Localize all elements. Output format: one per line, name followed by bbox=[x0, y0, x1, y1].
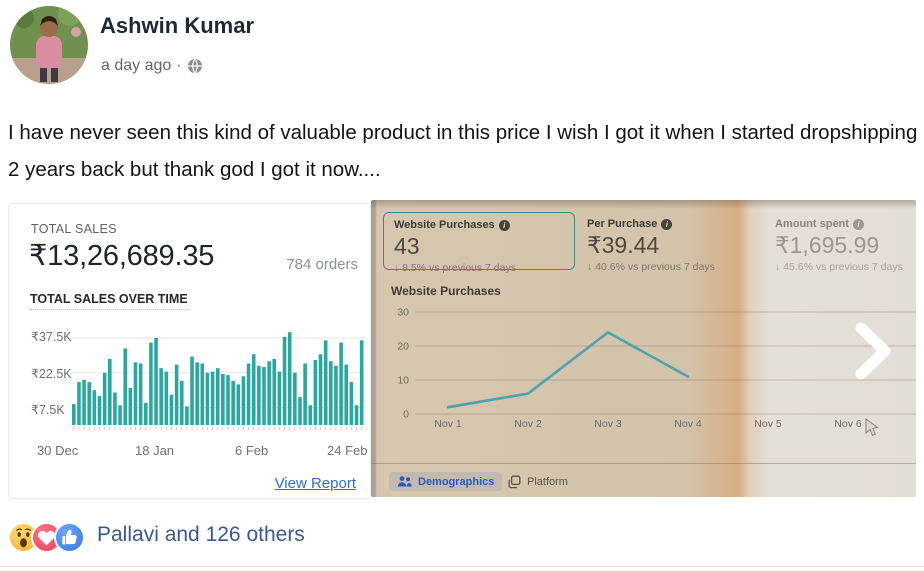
photo-edge-shade bbox=[371, 200, 916, 209]
post-time: a day ago bbox=[101, 57, 172, 74]
svg-text:30: 30 bbox=[397, 307, 409, 319]
total-sales-label: TOTAL SALES bbox=[31, 222, 117, 236]
svg-text:10: 10 bbox=[397, 375, 409, 387]
info-icon: i bbox=[498, 219, 510, 231]
metric-delta: ↓ 8.5% vs previous 7 days bbox=[394, 262, 516, 274]
metric-delta: ↓ 40.6% vs previous 7 days bbox=[587, 261, 715, 273]
tab-platform[interactable]: Platform bbox=[499, 472, 576, 492]
metric-value: ₹1,695.99 bbox=[775, 232, 880, 258]
total-sales-value: ₹13,26,689.35 bbox=[29, 240, 215, 272]
metric-card-amount-spent[interactable]: Amount spent i ₹1,695.99 ↓ 45.6% vs previ… bbox=[775, 218, 916, 273]
svg-text:Nov 6: Nov 6 bbox=[834, 418, 862, 430]
metric-card-per-purchase[interactable]: Per Purchase i ₹39.44 ↓ 40.6% vs previous… bbox=[587, 218, 767, 273]
svg-text:Nov 4: Nov 4 bbox=[674, 418, 702, 430]
bar-x-tick-6feb: 6 Feb bbox=[235, 443, 269, 458]
svg-text:Nov 3: Nov 3 bbox=[594, 418, 622, 430]
metric-title: Amount spent bbox=[775, 218, 849, 230]
tab-label: Demographics bbox=[418, 475, 495, 488]
ads-dashboard-photo: Website Purchases i 43 ↓ 8.5% vs previous… bbox=[371, 200, 916, 497]
tab-label: Platform bbox=[527, 476, 568, 488]
reactions-summary[interactable]: Pallavi and 126 others bbox=[97, 523, 305, 546]
sales-chart-title: TOTAL SALES OVER TIME bbox=[30, 292, 188, 310]
globe-icon bbox=[187, 58, 202, 74]
svg-text:Nov 5: Nov 5 bbox=[754, 418, 782, 430]
post-meta: a day ago · bbox=[101, 57, 203, 75]
info-icon: i bbox=[661, 218, 673, 230]
post-media: TOTAL SALES ₹13,26,689.35 784 orders TOT… bbox=[8, 200, 916, 499]
metric-delta: ↓ 45.6% vs previous 7 days bbox=[775, 261, 903, 273]
total-sales-bar-chart bbox=[71, 332, 365, 430]
avatar-photo bbox=[10, 6, 88, 84]
metric-title: Per Purchase bbox=[587, 218, 658, 230]
svg-text:0: 0 bbox=[403, 409, 409, 421]
avatar[interactable] bbox=[10, 6, 88, 84]
metric-title: Website Purchases bbox=[394, 219, 495, 231]
info-icon: i bbox=[852, 218, 864, 230]
website-purchases-line-chart: 30 20 10 0 Nov 1 Nov 2 Nov 3 Nov 4 Nov 5 Nov 6 bbox=[397, 307, 916, 430]
metric-card-website-purchases[interactable]: Website Purchases i 43 ↓ 8.5% vs previous… bbox=[383, 212, 575, 274]
next-arrow-icon[interactable] bbox=[852, 321, 894, 381]
metric-value: ₹39.44 bbox=[587, 232, 660, 258]
like-reaction-icon[interactable] bbox=[54, 522, 85, 553]
post-author[interactable]: Ashwin Kumar bbox=[100, 13, 255, 38]
post-divider bbox=[0, 566, 924, 567]
bar-x-tick-30dec: 30 Dec bbox=[37, 443, 79, 458]
demographics-icon bbox=[397, 476, 412, 487]
post-body-text: I have never seen this kind of valuable … bbox=[8, 121, 918, 181]
ads-tab-bar: Demographics Platform bbox=[371, 463, 916, 497]
bar-y-tick-225: ₹22.5K bbox=[31, 367, 72, 381]
bar-x-tick-24feb: 24 Feb bbox=[327, 443, 368, 458]
svg-text:20: 20 bbox=[397, 341, 409, 353]
line-chart-title: Website Purchases bbox=[391, 284, 501, 298]
meta-separator: · bbox=[176, 57, 182, 74]
svg-text:Nov 2: Nov 2 bbox=[514, 418, 542, 430]
svg-text:Nov 1: Nov 1 bbox=[434, 418, 462, 430]
platform-icon bbox=[508, 475, 521, 489]
bar-y-tick-75: ₹7.5K bbox=[31, 403, 65, 417]
sales-dashboard-screenshot: TOTAL SALES ₹13,26,689.35 784 orders TOT… bbox=[8, 203, 371, 499]
bar-x-tick-18jan: 18 Jan bbox=[135, 443, 175, 458]
orders-count: 784 orders bbox=[286, 256, 358, 273]
bar-y-tick-375: ₹37.5K bbox=[31, 330, 72, 344]
cursor-icon bbox=[865, 418, 879, 437]
metric-value: 43 bbox=[394, 233, 420, 259]
view-report-link[interactable]: View Report bbox=[274, 475, 356, 492]
tab-demographics[interactable]: Demographics bbox=[389, 472, 503, 491]
